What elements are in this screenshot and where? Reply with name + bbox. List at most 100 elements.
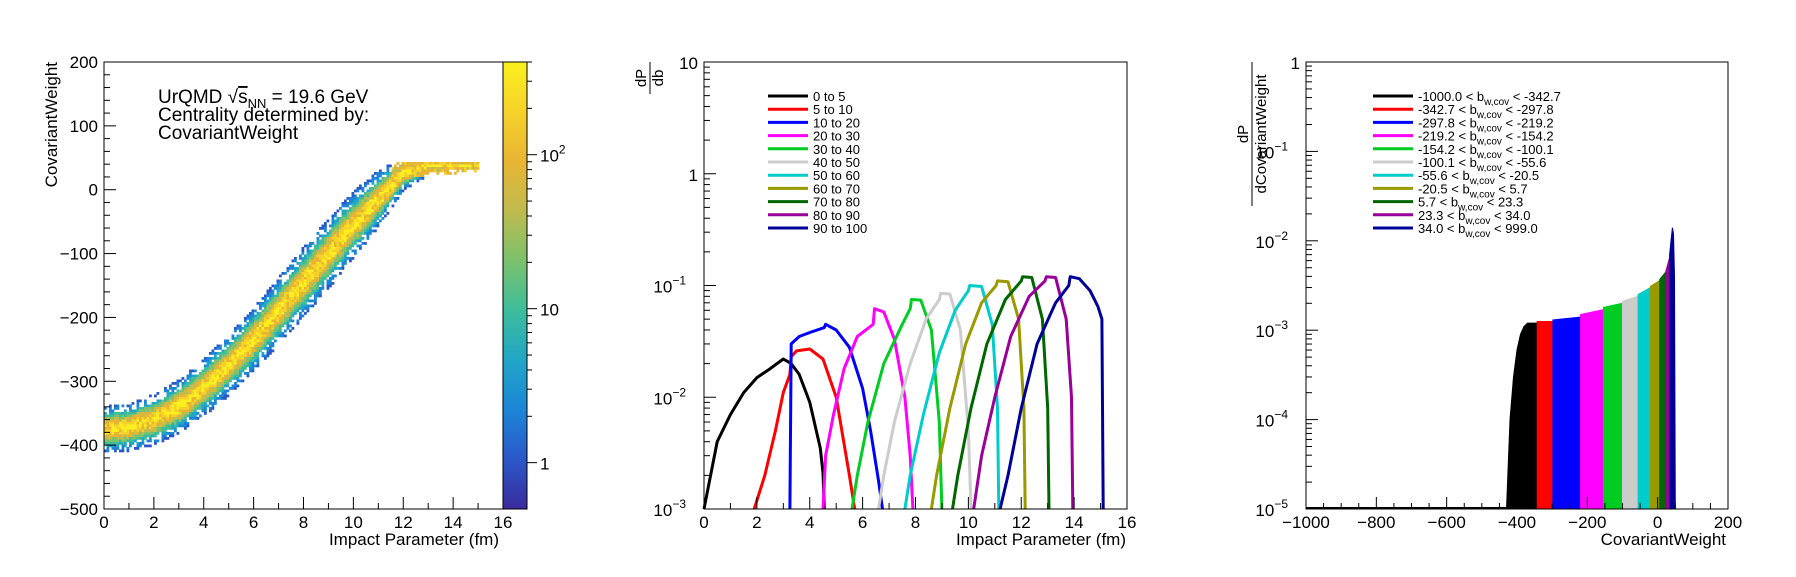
heatmap-bin [326,257,330,260]
heatmap-bin [234,337,237,340]
heatmap-bin [309,264,312,268]
heatmap-bin [204,377,207,380]
heatmap-bin [331,247,335,250]
heatmap-bin [166,427,170,430]
heatmap-bin [191,399,195,403]
heatmap-bin [146,432,150,435]
heatmap-bin [336,259,340,263]
heatmap-bin [214,402,217,405]
heatmap-bin [171,427,175,430]
heatmap-bin [184,389,187,393]
heatmap-bin [391,169,395,173]
heatmap-bin [384,189,387,193]
heatmap-bin [226,394,230,398]
heatmap-bin [121,439,125,443]
heatmap-bin [226,384,230,388]
heatmap-bin [244,334,247,338]
heatmap-bin [204,367,207,370]
heatmap-bin [264,307,267,310]
heatmap-bin [171,392,175,395]
heatmap-bin [359,184,362,188]
dpdb-series-line [877,291,973,510]
heatmap-bin [411,162,415,165]
heatmap-bin [269,302,272,305]
heatmap-bin [261,322,265,325]
heatmap-bin [314,267,317,270]
heatmap-bin [266,342,270,345]
heatmap-bin [376,204,380,208]
heatmap-bin [186,389,190,393]
heatmap-bin [304,259,307,263]
heatmap-bin [124,439,127,443]
heatmap-bin [301,302,305,305]
heatmap-bin [249,347,252,350]
heatmap-bin [261,339,265,343]
heatmap-bin [264,302,267,305]
heatmap-bin [314,299,317,303]
heatmap-bin [104,449,107,453]
heatmap-bin [141,414,145,418]
heatmap-bin [236,384,240,388]
heatmap-bin [336,257,340,260]
heatmap-bin [104,422,107,425]
heatmap-bin [166,402,170,405]
heatmap-bin [226,367,230,370]
heatmap-bin [174,394,177,398]
heatmap-bin [359,209,362,213]
heatmap-bin [301,299,305,303]
heatmap-bin [211,382,215,385]
heatmap-bin [186,387,190,390]
heatmap-bin [341,212,345,215]
heatmap-bin [381,212,385,215]
heatmap-bin [384,182,387,185]
heatmap-bin [266,339,270,343]
heatmap-bin [126,437,130,440]
heatmap-bin [306,252,310,255]
heatmap-bin [291,304,295,308]
heatmap-bin [396,187,400,190]
heatmap-bin [319,227,322,230]
heatmap-bin [331,224,335,228]
heatmap-bin [329,252,332,255]
heatmap-bin [434,162,437,165]
heatmap-bin [244,332,247,335]
heatmap-bin [471,167,475,170]
heatmap-bin [301,294,305,298]
heatmap-bin [146,429,150,433]
heatmap-bin [221,384,225,388]
heatmap-bin [314,287,317,290]
heatmap-bin [309,304,312,308]
heatmap-bin [286,304,290,308]
heatmap-bin [299,267,302,270]
heatmap-bin [186,412,190,415]
heatmap-bin [299,284,302,288]
heatmap-bin [331,239,335,243]
heatmap-bin [339,244,342,248]
heatmap-bin [314,277,317,280]
heatmap-bin [234,339,237,343]
heatmap-bin [266,322,270,325]
heatmap-bin [304,269,307,273]
heatmap-bin [461,169,465,173]
heatmap-bin [251,314,255,318]
heatmap-bin [276,307,280,310]
heatmap-bin [259,329,262,333]
heatmap-bin [349,227,352,230]
heatmap-bin [344,212,347,215]
dpdw-legend-label: -1000.0 < bw,cov < -342.7 [1418,89,1561,108]
heatmap-bin [394,169,397,173]
heatmap-bin [441,167,445,170]
heatmap-bin [319,267,322,270]
heatmap-bin [119,412,122,415]
heatmap-bin [161,409,165,413]
heatmap-bin [121,427,125,430]
heatmap-bin [351,194,355,198]
heatmap-bin [304,257,307,260]
heatmap-bin [364,217,367,220]
heatmap-bin [361,237,365,240]
heatmap-bin [166,432,170,435]
heatmap-bin [189,387,192,390]
heatmap-bin [419,177,422,180]
heatmap-bin [109,432,112,435]
